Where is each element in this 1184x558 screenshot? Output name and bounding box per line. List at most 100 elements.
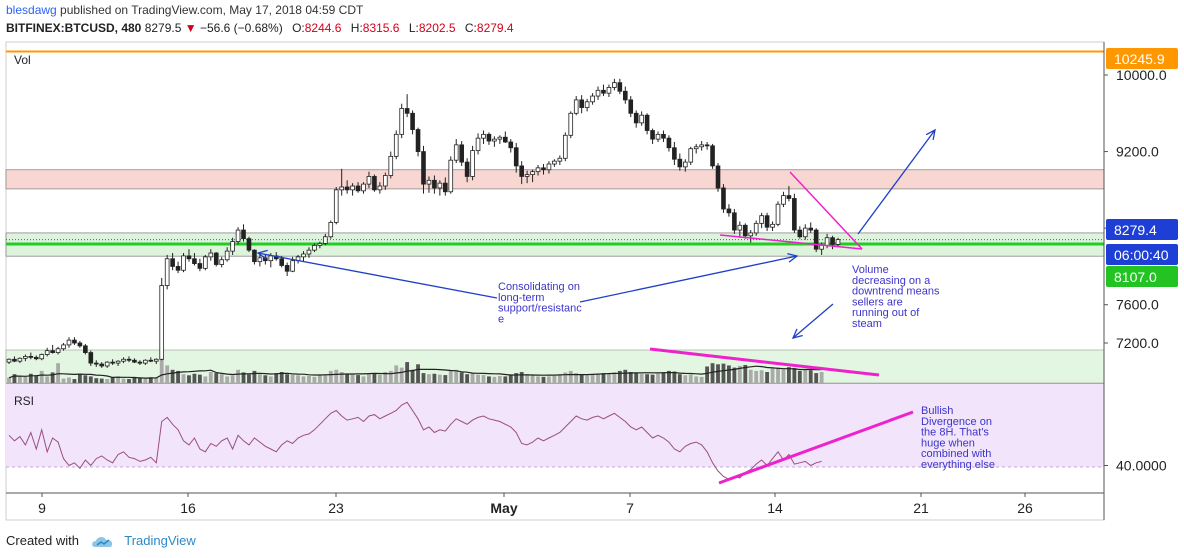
volume-bar	[252, 370, 257, 383]
candle-body	[55, 348, 61, 353]
volume-bar	[481, 375, 486, 383]
volume-bar	[808, 370, 813, 383]
candle-body	[170, 258, 175, 267]
volume-bar	[476, 374, 480, 383]
volume-bar	[727, 365, 731, 383]
volume-bar	[61, 378, 66, 383]
wedge-lower-line	[719, 234, 863, 250]
volume-bar	[601, 373, 606, 383]
candle-body	[693, 146, 699, 150]
candle-body	[88, 352, 94, 364]
candle-body	[333, 189, 339, 223]
volume-bar	[356, 375, 360, 383]
volume-bar	[99, 378, 104, 383]
volume-bar	[77, 374, 82, 383]
volume-bar	[503, 376, 508, 383]
volume-bar	[634, 373, 639, 383]
volume-bar	[7, 377, 11, 383]
candle-body	[475, 137, 481, 152]
candle-body	[366, 176, 372, 185]
candle-body	[306, 249, 312, 255]
candle-body	[208, 252, 214, 258]
candle-body	[393, 133, 399, 157]
candle-body	[350, 185, 355, 191]
candle-body	[339, 186, 344, 191]
candle-body	[562, 134, 568, 159]
annotation-text: everything else	[921, 459, 995, 471]
volume-bar	[17, 376, 22, 383]
candle-body	[317, 243, 323, 246]
volume-bar	[497, 375, 502, 383]
volume-bar	[427, 374, 431, 383]
candle-body	[492, 138, 497, 142]
volume-bar	[208, 372, 213, 383]
volume-bar	[568, 370, 573, 383]
volume-bar	[661, 372, 666, 383]
annotation-text: long-term	[498, 292, 544, 304]
candle-body	[699, 144, 704, 148]
volume-bar	[585, 375, 590, 383]
volume-bar	[590, 374, 595, 383]
volume-bar	[132, 376, 137, 383]
volume-ma-line	[8, 365, 822, 379]
candle-body	[252, 249, 257, 263]
candle-body	[77, 342, 83, 347]
volume-bar	[307, 375, 311, 383]
volume-bar	[28, 373, 33, 383]
tradingview-link[interactable]: TradingView	[124, 533, 196, 548]
candle-body	[197, 263, 203, 269]
volume-bar	[514, 373, 519, 383]
candle-body	[721, 187, 726, 210]
candle-body	[628, 99, 634, 114]
candle-body	[737, 224, 743, 231]
candle-body	[355, 185, 361, 192]
volume-bar	[552, 375, 557, 383]
volume-bar	[296, 375, 300, 383]
time-tick-label: 9	[38, 500, 46, 516]
candle-body	[579, 99, 584, 108]
candle-body	[344, 186, 350, 191]
volume-bar	[372, 373, 377, 383]
volume-bar	[405, 362, 410, 383]
price-tick-label: 10000.0	[1116, 67, 1167, 83]
author-link[interactable]: blesdawg	[6, 3, 57, 17]
candle-body	[688, 148, 694, 163]
candle-body	[23, 355, 28, 359]
volume-bar	[650, 374, 655, 383]
rsi-trend-line	[718, 410, 914, 485]
volume-bar	[781, 369, 786, 383]
candle-body	[781, 195, 786, 205]
breakout-arrow-head	[925, 128, 936, 140]
volume-bar	[110, 377, 115, 383]
volume-bar	[45, 376, 50, 383]
candle-body	[437, 182, 443, 189]
volume-bar	[770, 368, 775, 383]
candle-body	[661, 133, 666, 139]
candle-body	[513, 147, 519, 167]
volume-bar	[257, 374, 262, 383]
volume-bar	[437, 374, 442, 383]
candle-body	[470, 150, 475, 177]
volume-bar	[187, 375, 191, 383]
candle-body	[164, 258, 170, 286]
volume-bar	[154, 377, 159, 383]
candle-body	[672, 147, 677, 160]
high-label: H:	[350, 21, 363, 35]
breakout-arrow	[857, 129, 936, 235]
annotation-text: sellers are	[852, 296, 903, 308]
candle-body	[541, 167, 546, 171]
volume-bar	[470, 373, 475, 383]
candle-body	[464, 161, 470, 177]
volume-bar	[12, 374, 17, 383]
price-change: −56.6 (−0.68%)	[199, 21, 283, 35]
volume-bar	[623, 369, 628, 383]
volume-bar	[732, 367, 737, 383]
candle-body	[715, 165, 721, 189]
candle-body	[824, 237, 830, 246]
symbol-name[interactable]: BITFINEX:BTCUSD, 480	[6, 21, 142, 35]
volume-bar	[67, 377, 71, 383]
candle-body	[284, 265, 290, 272]
rsi-line	[8, 401, 822, 480]
volume-bar	[563, 372, 568, 383]
